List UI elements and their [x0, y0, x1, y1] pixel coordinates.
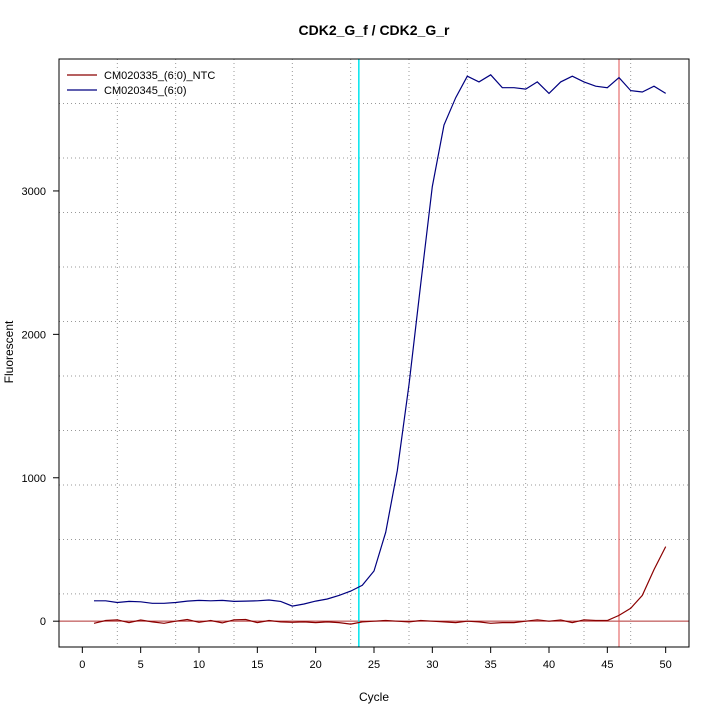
x-tick-label: 0 [79, 659, 85, 671]
x-axis: 0 5 10 15 20 25 30 35 40 45 50 [79, 646, 672, 671]
plot-frame [58, 58, 690, 648]
x-tick-label: 35 [485, 659, 497, 671]
series-line-2 [94, 74, 667, 607]
legend-label: CM020345_(6:0) [104, 85, 187, 97]
series-lines [93, 74, 667, 625]
x-axis-label: Cycle [359, 690, 389, 704]
marker-lines [59, 59, 689, 647]
grid [59, 59, 689, 647]
y-tick-label: 0 [40, 616, 46, 628]
x-tick-label: 30 [426, 659, 438, 671]
legend-label: CM020335_(6:0)_NTC [104, 70, 215, 82]
x-tick-label: 25 [368, 659, 380, 671]
x-tick-label: 10 [193, 659, 205, 671]
legend: CM020335_(6:0)_NTC CM020345_(6:0) [67, 70, 215, 97]
x-tick-label: 45 [601, 659, 613, 671]
x-tick-label: 20 [310, 659, 322, 671]
y-tick-label: 2000 [22, 329, 46, 341]
x-tick-label: 40 [543, 659, 555, 671]
series-line-1 [93, 546, 667, 625]
y-axis-label: Fluorescent [2, 320, 16, 383]
x-tick-label: 5 [138, 659, 144, 671]
chart-title: CDK2_G_f / CDK2_G_r [299, 22, 450, 38]
x-tick-label: 15 [251, 659, 263, 671]
y-axis: 0 1000 2000 3000 [22, 186, 60, 628]
x-tick-label: 50 [660, 659, 672, 671]
y-tick-label: 3000 [22, 186, 46, 198]
y-tick-label: 1000 [22, 473, 46, 485]
